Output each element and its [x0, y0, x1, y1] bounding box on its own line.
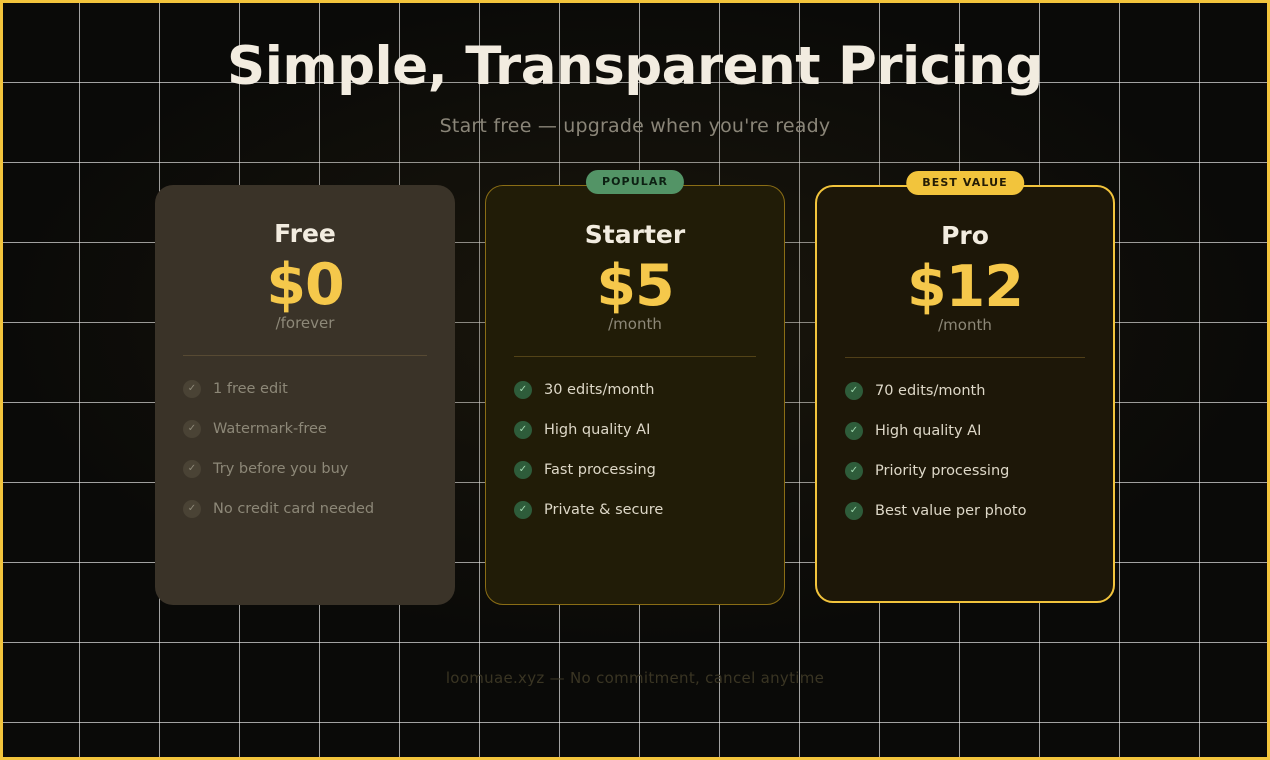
feature-label: Fast processing — [544, 461, 656, 478]
plan-period: /forever — [275, 313, 335, 332]
check-icon: ✓ — [183, 419, 201, 438]
feature-label: Priority processing — [875, 462, 1010, 479]
list-item: ✓ Priority processing — [845, 461, 1085, 480]
pricing-plans-row: Free $0 /forever ✓ 1 free edit ✓ Waterma… — [0, 170, 1270, 605]
check-icon: ✓ — [183, 459, 201, 478]
plan-price: $12 — [907, 254, 1024, 320]
check-icon: ✓ — [514, 500, 532, 519]
plan-period: /month — [608, 314, 662, 333]
check-icon: ✓ — [183, 499, 201, 518]
feature-label: High quality AI — [875, 422, 982, 439]
feature-label: Best value per photo — [875, 502, 1027, 519]
list-item: ✓ 70 edits/month — [845, 381, 1085, 400]
list-item: ✓ 1 free edit — [183, 379, 427, 398]
plan-card-free[interactable]: Free $0 /forever ✓ 1 free edit ✓ Waterma… — [155, 185, 455, 605]
plan-name: Free — [274, 219, 336, 248]
footer-note: loomuae.xyz — No commitment, cancel anyt… — [445, 669, 825, 687]
list-item: ✓ 30 edits/month — [514, 380, 756, 399]
status-badge-popular: POPULAR — [585, 170, 685, 194]
list-item: ✓ Fast processing — [514, 460, 756, 479]
feature-label: Private & secure — [544, 501, 664, 518]
feature-label: 1 free edit — [213, 380, 288, 397]
check-icon: ✓ — [845, 381, 863, 400]
feature-label: Watermark-free — [213, 420, 327, 437]
plan-divider — [183, 354, 427, 356]
feature-label: 30 edits/month — [544, 381, 655, 398]
check-icon: ✓ — [514, 420, 532, 439]
feature-list: ✓ 1 free edit ✓ Watermark-free ✓ Try bef… — [183, 379, 427, 518]
feature-label: Try before you buy — [213, 460, 349, 477]
feature-list: ✓ 30 edits/month ✓ High quality AI ✓ Fas… — [514, 380, 756, 519]
check-icon: ✓ — [183, 379, 201, 398]
plan-name: Pro — [941, 221, 989, 250]
list-item: ✓ Watermark-free — [183, 419, 427, 438]
feature-label: No credit card needed — [213, 500, 375, 517]
pricing-header: Simple, Transparent Pricing Start free —… — [0, 0, 1270, 137]
plan-name: Starter — [584, 220, 686, 249]
plan-price: $0 — [266, 252, 344, 318]
plan-card-starter[interactable]: POPULAR Starter $5 /month ✓ 30 edits/mon… — [485, 170, 785, 605]
list-item: ✓ Try before you buy — [183, 459, 427, 478]
check-icon: ✓ — [845, 421, 863, 440]
list-item: ✓ High quality AI — [514, 420, 756, 439]
plan-period: /month — [938, 315, 992, 334]
plan-divider — [514, 355, 756, 357]
list-item: ✓ Private & secure — [514, 500, 756, 519]
list-item: ✓ No credit card needed — [183, 499, 427, 518]
list-item: ✓ Best value per photo — [845, 501, 1085, 520]
page-title: Simple, Transparent Pricing — [227, 36, 1043, 97]
check-icon: ✓ — [514, 460, 532, 479]
page-subtitle: Start free — upgrade when you're ready — [439, 115, 831, 137]
plan-divider — [845, 356, 1085, 358]
check-icon: ✓ — [845, 501, 863, 520]
list-item: ✓ High quality AI — [845, 421, 1085, 440]
status-badge-best-value: BEST VALUE — [906, 171, 1024, 195]
feature-list: ✓ 70 edits/month ✓ High quality AI ✓ Pri… — [845, 381, 1085, 520]
check-icon: ✓ — [845, 461, 863, 480]
plan-card-pro[interactable]: BEST VALUE Pro $12 /month ✓ 70 edits/mon… — [815, 171, 1115, 603]
plan-price: $5 — [596, 253, 674, 319]
feature-label: High quality AI — [544, 421, 651, 438]
check-icon: ✓ — [514, 380, 532, 399]
feature-label: 70 edits/month — [875, 382, 986, 399]
